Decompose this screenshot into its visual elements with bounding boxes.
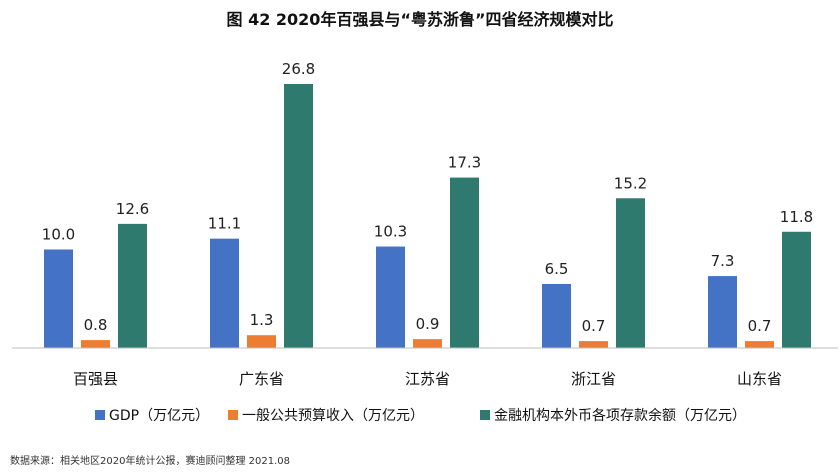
data-label-2-2: 17.3 bbox=[448, 154, 481, 172]
category-label-1: 广东省 bbox=[239, 370, 284, 388]
category-label-3: 浙江省 bbox=[571, 370, 616, 388]
bar-1-2 bbox=[284, 84, 313, 348]
chart-title: 图 42 2020年百强县与“粤苏浙鲁”四省经济规模对比 bbox=[226, 10, 614, 29]
bar-3-1 bbox=[579, 341, 608, 348]
category-label-4: 山东省 bbox=[737, 370, 782, 388]
data-label-1-2: 26.8 bbox=[282, 60, 315, 78]
legend-swatch-1 bbox=[228, 410, 238, 420]
legend-swatch-0 bbox=[95, 410, 105, 420]
bar-4-1 bbox=[745, 341, 774, 348]
data-label-1-1: 1.3 bbox=[250, 311, 274, 329]
data-label-3-2: 15.2 bbox=[614, 174, 647, 192]
bar-3-0 bbox=[542, 283, 571, 348]
bar-0-2 bbox=[118, 223, 147, 348]
bars-group bbox=[44, 84, 811, 348]
data-label-1-0: 11.1 bbox=[208, 215, 241, 233]
category-label-2: 江苏省 bbox=[405, 370, 450, 388]
data-label-3-1: 0.7 bbox=[582, 317, 606, 335]
legend-label-1: 一般公共预算收入（万亿元） bbox=[242, 408, 424, 424]
bar-3-2 bbox=[616, 198, 645, 348]
bar-1-0 bbox=[210, 238, 239, 348]
bar-4-2 bbox=[782, 231, 811, 348]
legend-label-2: 金融机构本外币各项存款余额（万亿元） bbox=[494, 407, 746, 424]
bar-1-1 bbox=[247, 335, 276, 348]
data-label-0-2: 12.6 bbox=[116, 200, 149, 218]
category-labels-group: 百强县 广东省 江苏省 浙江省 山东省 bbox=[73, 370, 782, 388]
legend-label-0: GDP（万亿元） bbox=[109, 408, 209, 424]
bar-0-1 bbox=[81, 340, 110, 348]
bar-2-1 bbox=[413, 339, 442, 348]
data-label-2-1: 0.9 bbox=[416, 315, 440, 333]
data-label-0-0: 10.0 bbox=[42, 225, 75, 243]
data-label-3-0: 6.5 bbox=[545, 260, 569, 278]
bar-0-0 bbox=[44, 249, 73, 348]
data-label-4-1: 0.7 bbox=[748, 317, 772, 335]
data-label-4-0: 7.3 bbox=[711, 252, 735, 270]
bar-2-2 bbox=[450, 177, 479, 348]
source-note: 数据来源：相关地区2020年统计公报，赛迪顾问整理 2021.08 bbox=[10, 456, 290, 467]
bar-4-0 bbox=[708, 276, 737, 348]
data-label-0-1: 0.8 bbox=[84, 316, 108, 334]
data-labels-group: 10.0 0.8 12.6 11.1 1.3 26.8 10.3 0.9 17.3 6.5 0.7 1… bbox=[42, 60, 813, 335]
legend: GDP（万亿元） 一般公共预算收入（万亿元） 金融机构本外币各项存款余额（万亿元） bbox=[95, 407, 746, 424]
bar-2-0 bbox=[376, 246, 405, 348]
legend-swatch-2 bbox=[480, 410, 490, 420]
data-label-4-2: 11.8 bbox=[780, 208, 813, 226]
category-label-0: 百强县 bbox=[73, 370, 118, 388]
data-label-2-0: 10.3 bbox=[374, 223, 407, 241]
